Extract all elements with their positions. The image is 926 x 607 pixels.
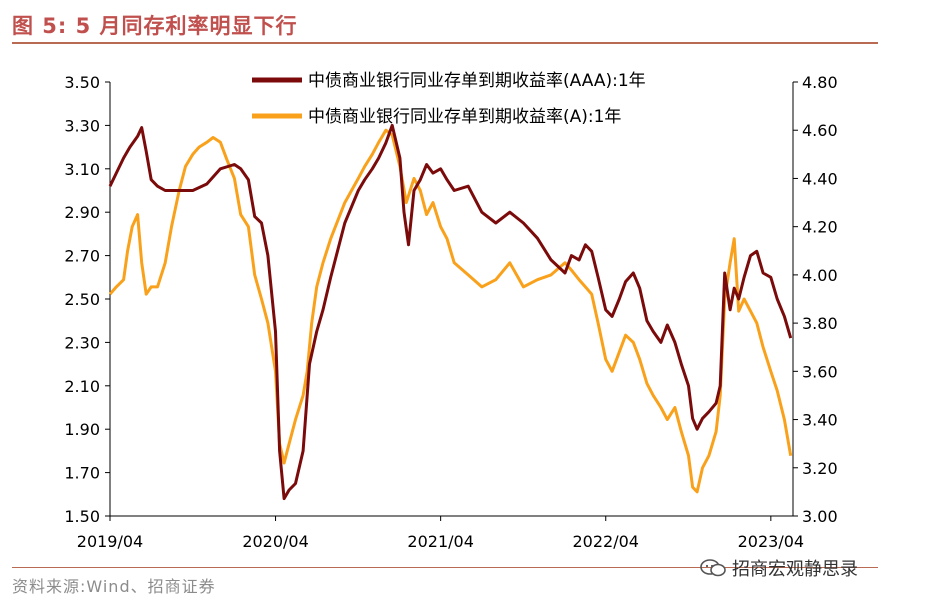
left-tick-label: 1.50 [64, 507, 100, 526]
x-tick-label: 2020/04 [242, 532, 308, 551]
chart-axes: 3.50 3.30 3.10 2.90 2.70 2.50 2.30 2.10 1.90 1.70… [64, 73, 837, 551]
left-tick-label: 2.90 [64, 203, 100, 222]
title-rule [12, 42, 878, 44]
footer-rule [12, 567, 878, 568]
right-tick-label: 3.00 [802, 507, 838, 526]
chart-legend: 中债商业银行同业存单到期收益率(AAA):1年中债商业银行同业存单到期收益率(A… [252, 71, 646, 127]
right-tick-label: 4.40 [802, 169, 838, 188]
left-tick-label: 2.50 [64, 290, 100, 309]
left-tick-label: 3.30 [64, 116, 100, 135]
right-tick-label: 4.00 [802, 266, 838, 285]
chart-series [108, 123, 793, 501]
right-tick-label: 3.60 [802, 362, 838, 381]
legend-label-a: 中债商业银行同业存单到期收益率(A):1年 [308, 107, 621, 127]
left-tick-label: 2.70 [64, 247, 100, 266]
right-tick-label: 4.80 [802, 73, 838, 92]
left-tick-label: 2.10 [64, 377, 100, 396]
figure-title: 图 5: 5 月同存利率明显下行 [12, 14, 298, 38]
series-line-a [108, 128, 793, 494]
left-tick-label: 1.70 [64, 464, 100, 483]
right-tick-label: 3.80 [802, 314, 838, 333]
x-tick-label: 2023/04 [738, 532, 804, 551]
watermark-text: 招商宏观静思录 [732, 559, 858, 580]
left-tick-label: 2.30 [64, 333, 100, 352]
right-tick-label: 4.60 [802, 121, 838, 140]
right-tick-label: 4.20 [802, 218, 838, 237]
right-tick-label: 3.40 [802, 411, 838, 430]
source-note: 资料来源:Wind、招商证券 [12, 577, 216, 596]
left-tick-label: 1.90 [64, 420, 100, 439]
wechat-icon [700, 559, 726, 577]
x-tick-label: 2022/04 [573, 532, 639, 551]
series-line-aaa [108, 123, 793, 501]
left-tick-label: 3.50 [64, 73, 100, 92]
right-tick-label: 3.20 [802, 459, 838, 478]
legend-label-aaa: 中债商业银行同业存单到期收益率(AAA):1年 [308, 71, 646, 91]
x-tick-label: 2019/04 [77, 532, 143, 551]
left-tick-label: 3.10 [64, 160, 100, 179]
x-tick-label: 2021/04 [407, 532, 473, 551]
watermark: 招商宏观静思录 [700, 555, 858, 581]
